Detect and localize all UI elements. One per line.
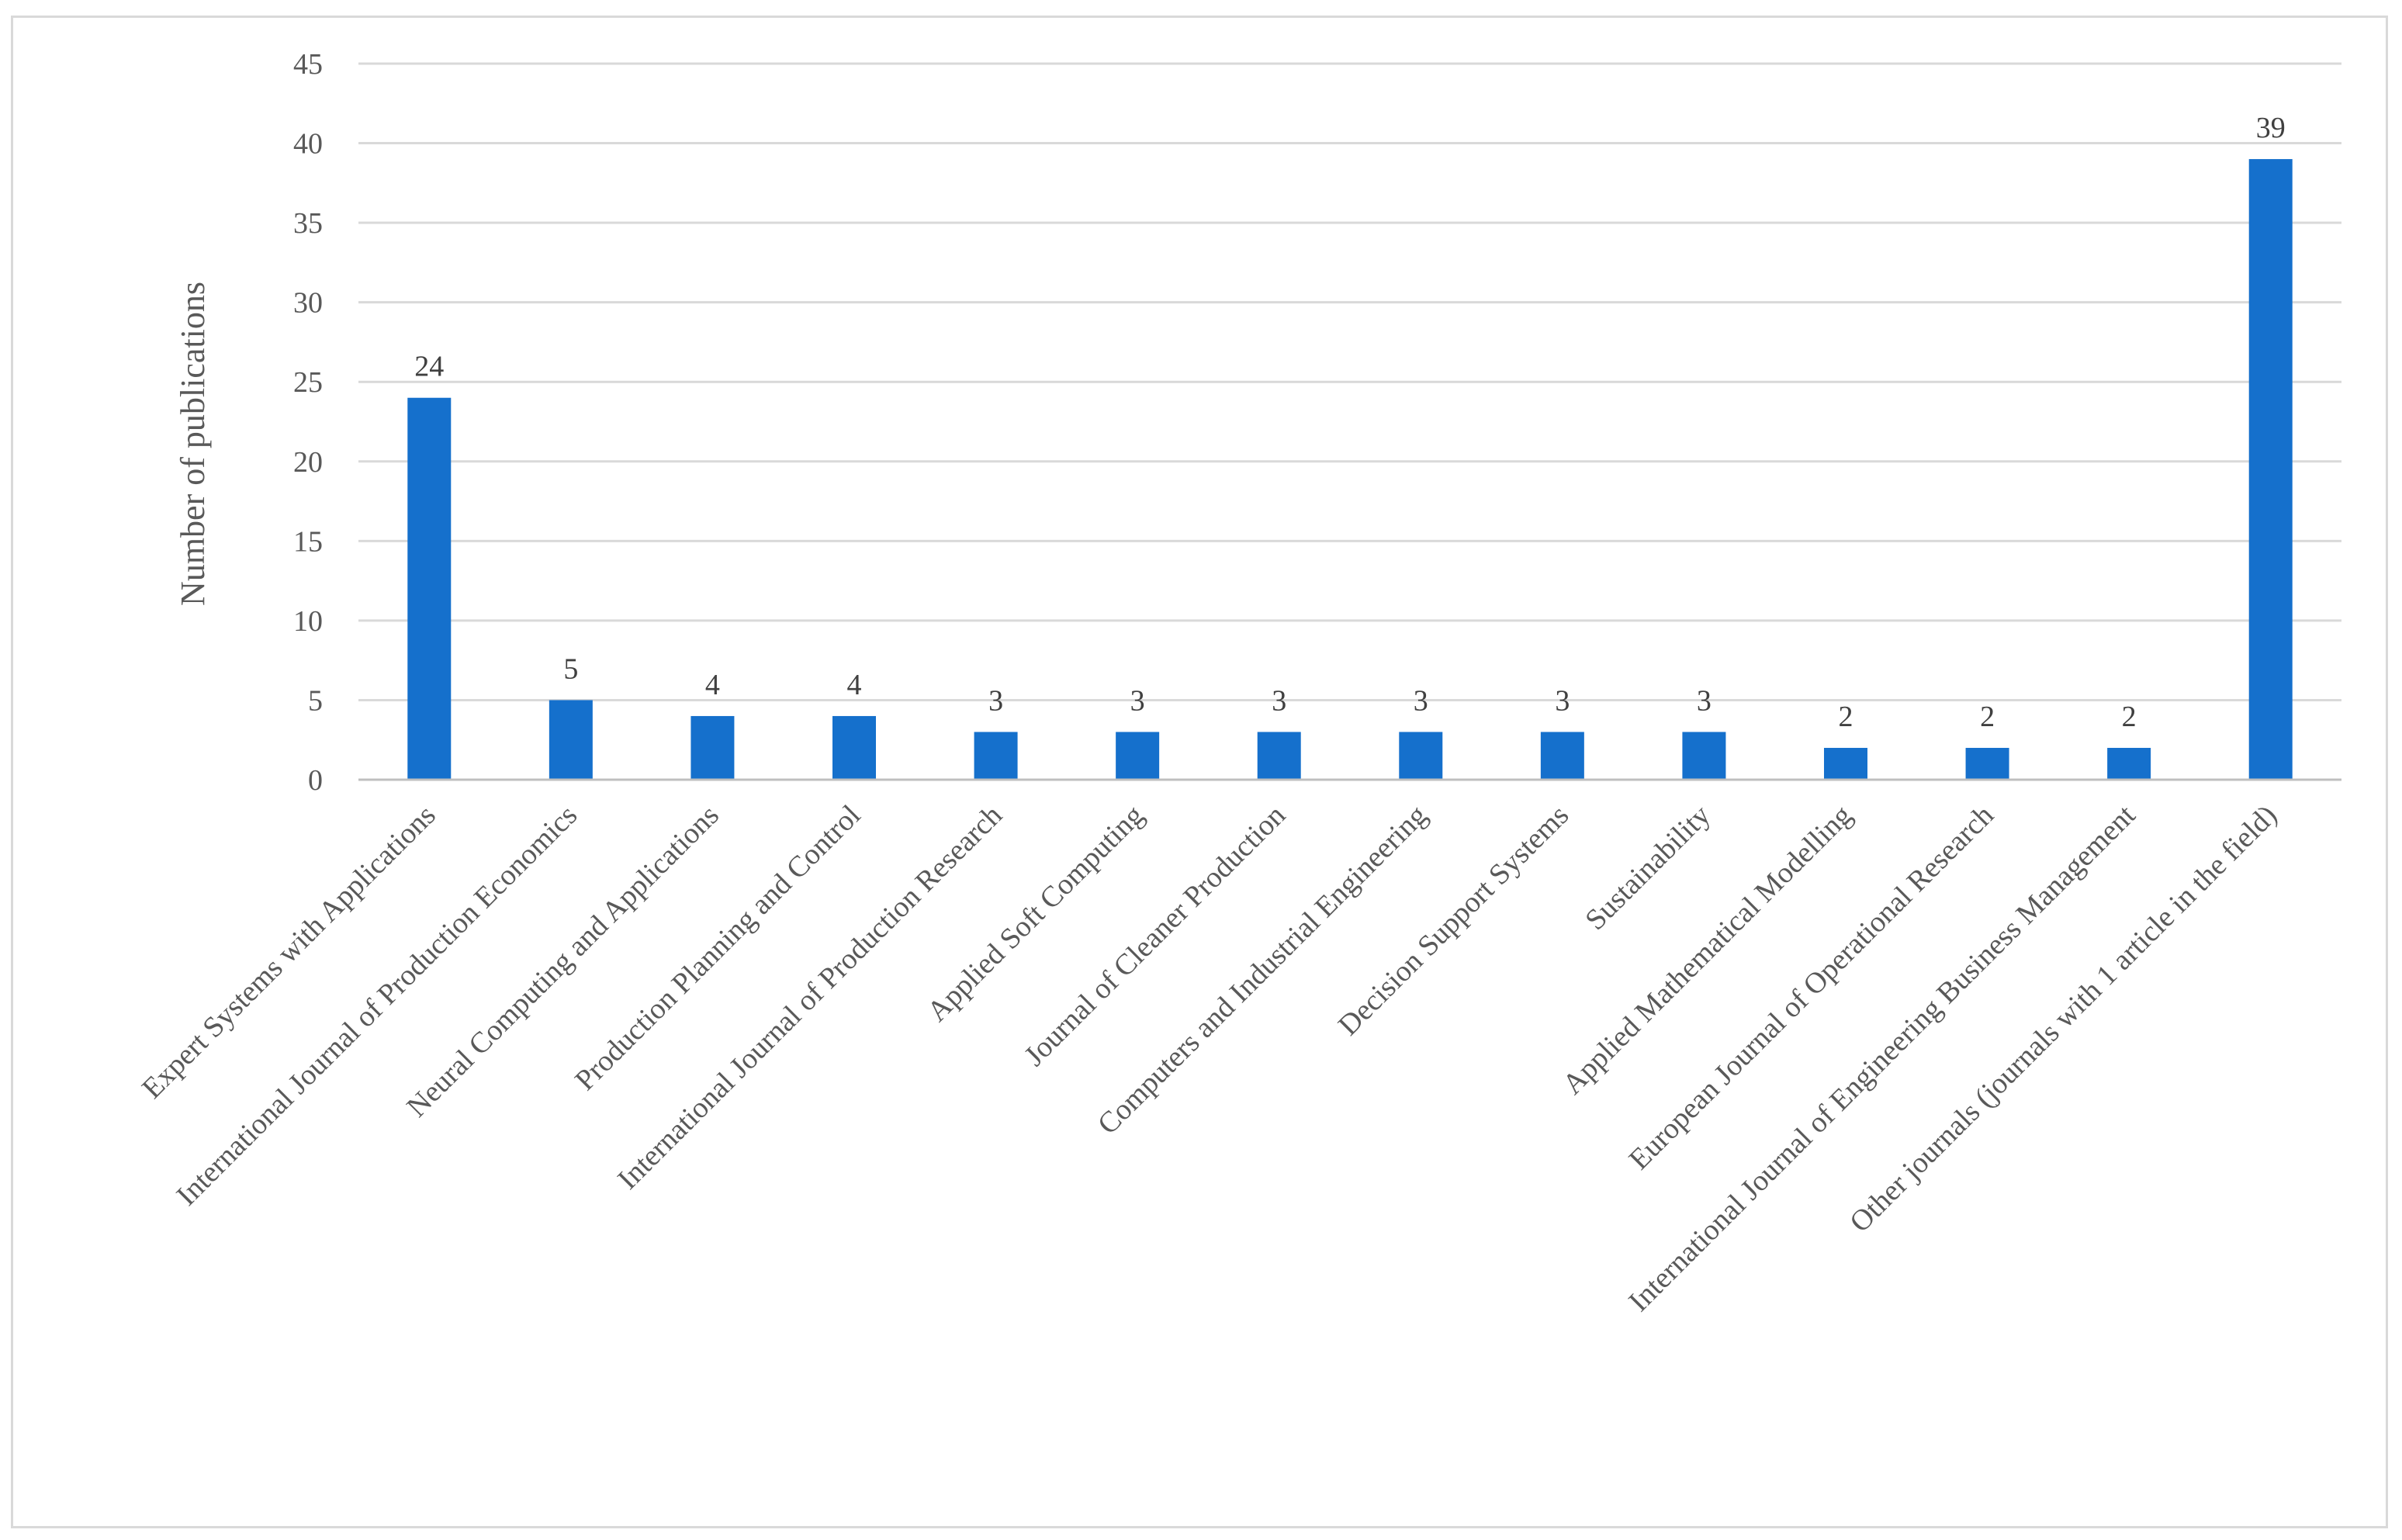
category-label: Sustainability	[1579, 799, 1716, 936]
y-tick-label: 45	[293, 48, 323, 81]
bar	[1257, 732, 1301, 780]
y-tick-label: 0	[308, 764, 323, 797]
category-label: Applied Mathematical Modelling	[1556, 799, 1858, 1101]
bar	[974, 732, 1018, 780]
data-label: 2	[2122, 701, 2137, 733]
y-tick-label: 25	[293, 366, 323, 399]
gridlines	[358, 62, 2341, 701]
bar	[407, 397, 452, 780]
category-labels: Expert Systems with Applications Internat…	[136, 798, 2283, 1318]
bar	[2107, 747, 2151, 780]
bar	[690, 715, 735, 780]
bar	[549, 700, 593, 780]
y-axis-label: Number of publications	[174, 282, 212, 606]
y-tick-label: 15	[293, 525, 323, 558]
y-tick-label: 5	[308, 684, 323, 717]
y-tick-label: 20	[293, 446, 323, 479]
data-label: 39	[2256, 112, 2286, 144]
data-labels: 24 5 4 4 3 3 3 3 3 3 2 2 2 39	[414, 112, 2285, 733]
bar	[1824, 747, 1867, 780]
data-label: 3	[1555, 684, 1570, 717]
category-label: Production Planning and Control	[569, 799, 867, 1097]
y-axis-ticks: 0 5 10 15 20 25 30 35 40 45	[293, 48, 323, 797]
category-label: Decision Support Systems	[1332, 799, 1575, 1042]
data-label: 2	[1980, 701, 1995, 733]
y-tick-label: 10	[293, 605, 323, 638]
category-label: Neural Computing and Applications	[400, 799, 725, 1124]
data-label: 3	[1414, 684, 1428, 717]
bar	[2248, 159, 2293, 780]
y-tick-label: 40	[293, 128, 323, 161]
bar	[1682, 732, 1726, 780]
data-label: 4	[847, 669, 862, 701]
bar	[832, 715, 876, 780]
data-label: 24	[414, 351, 444, 383]
category-label: International Journal of Engineering Bus…	[1622, 798, 2142, 1318]
data-label: 3	[1272, 684, 1286, 717]
data-label: 3	[1130, 684, 1145, 717]
data-label: 4	[705, 669, 720, 701]
y-tick-label: 35	[293, 207, 323, 240]
category-label: Journal of Cleaner Production	[1018, 799, 1292, 1073]
category-label: Expert Systems with Applications	[136, 799, 442, 1106]
bars	[407, 159, 2293, 780]
bar	[1399, 732, 1443, 780]
bar	[1116, 732, 1160, 780]
bar	[1540, 732, 1584, 780]
data-label: 3	[1697, 684, 1712, 717]
data-label: 5	[563, 652, 578, 685]
bar	[1965, 747, 2009, 780]
data-label: 2	[1839, 701, 1853, 733]
data-label: 3	[988, 684, 1003, 717]
y-tick-label: 30	[293, 287, 323, 320]
